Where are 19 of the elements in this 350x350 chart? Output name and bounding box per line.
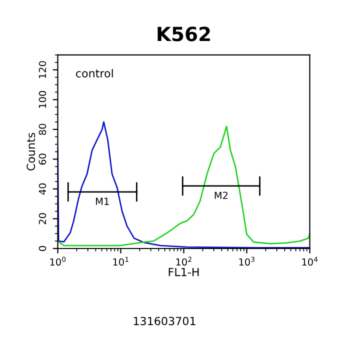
x-tick-label: 10$^{4}$ — [302, 256, 318, 266]
y-axis-title: Counts — [26, 132, 36, 170]
x-tick-label: 10$^{3}$ — [239, 256, 254, 266]
y-tick-label: 120 — [38, 61, 46, 78]
y-tick-label: 40 — [38, 183, 46, 195]
x-tick-label: 10$^{2}$ — [176, 256, 192, 266]
chart-title: K562 — [158, 26, 210, 42]
y-tick-label: 60 — [38, 154, 46, 165]
y-tick-label: 20 — [38, 213, 46, 224]
y-tick-label: 100 — [38, 90, 46, 108]
text: 131603701 — [134, 316, 196, 326]
x-tick-label: 10$^{0}$ — [50, 256, 66, 266]
annotation: M1 — [96, 198, 109, 205]
annotation: M2 — [214, 192, 228, 199]
x-axis-title: FL1-H — [168, 268, 199, 276]
x-tick-label: 10$^{1}$ — [113, 256, 128, 266]
y-tick-label: 80 — [38, 124, 46, 135]
y-tick-label: 0 — [38, 246, 46, 251]
annotation: control — [76, 68, 113, 78]
